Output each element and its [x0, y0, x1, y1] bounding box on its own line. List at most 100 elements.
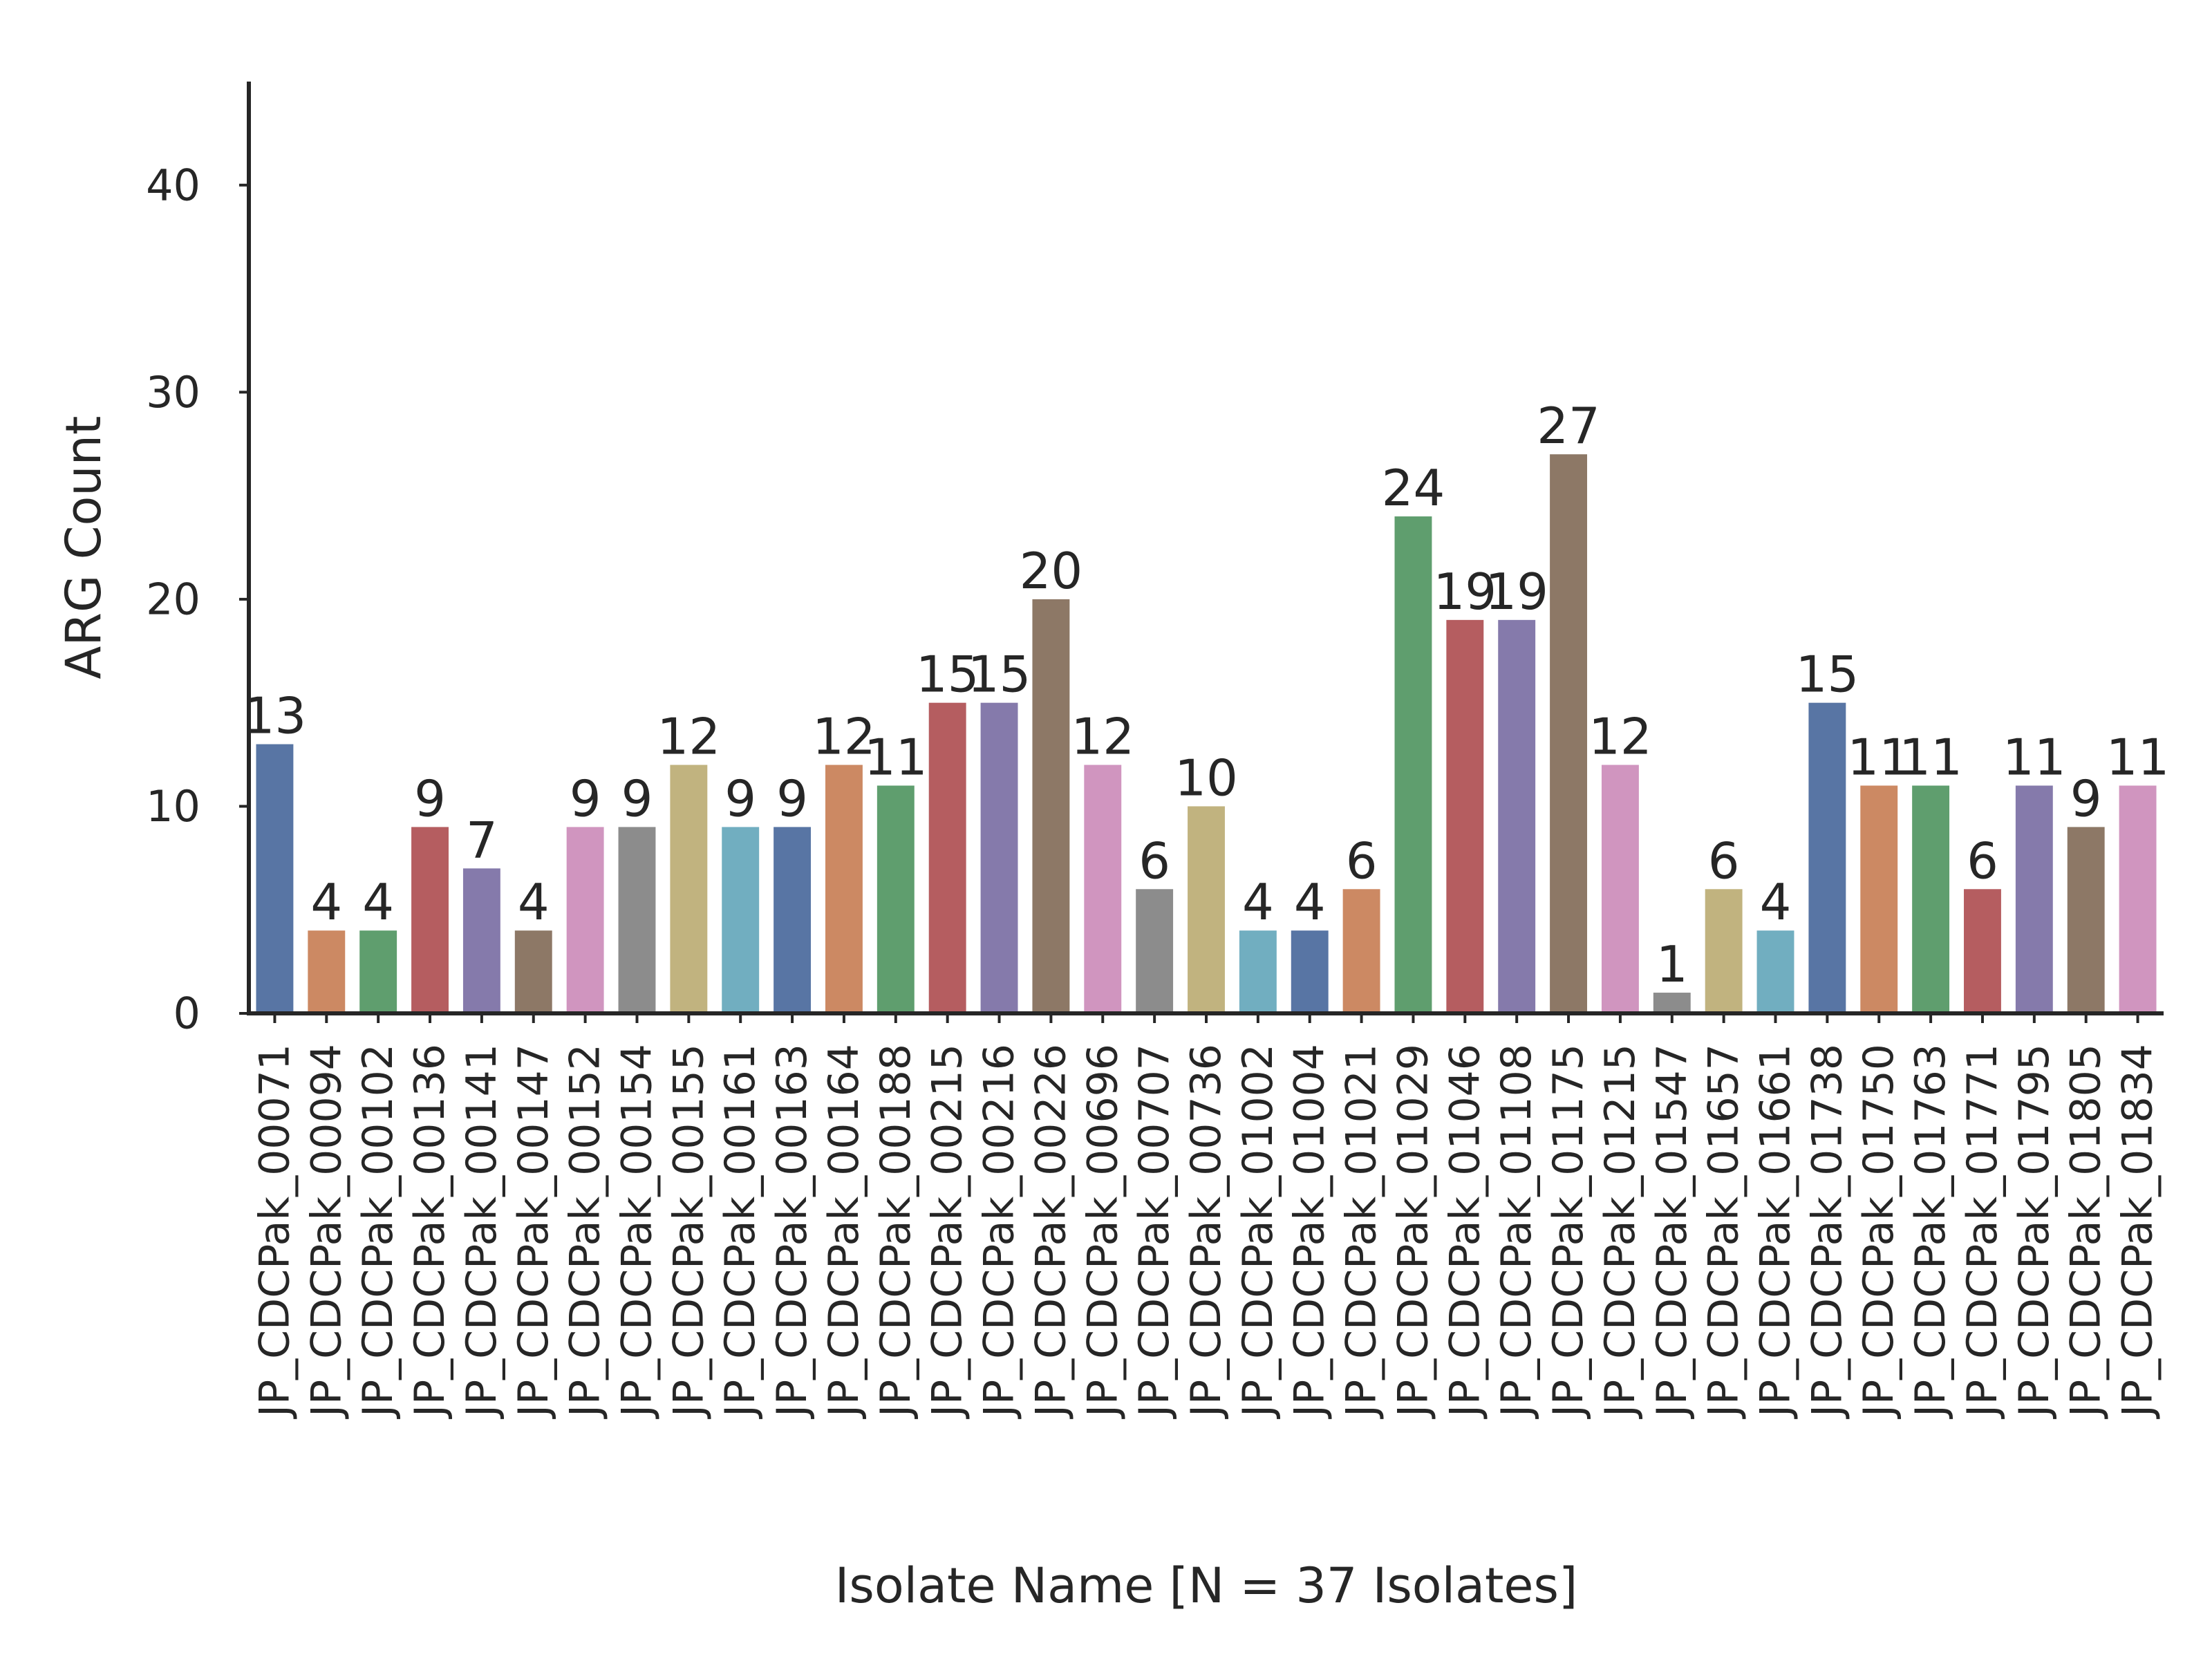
bar-value-label: 11 — [864, 728, 928, 786]
bar-value-label: 11 — [1899, 728, 1962, 786]
bar-value-label: 12 — [1588, 708, 1652, 766]
y-tick-label: 30 — [146, 367, 200, 418]
x-tick-label: JP_CDCPak_01834 — [2114, 1044, 2162, 1420]
bar — [1291, 930, 1329, 1013]
bar-value-label: 7 — [466, 811, 498, 869]
bar-value-label: 12 — [812, 708, 876, 766]
x-tick-label: JP_CDCPak_00154 — [612, 1044, 661, 1420]
bar-value-label: 20 — [1020, 542, 1083, 600]
bar — [618, 827, 656, 1013]
bar-value-label: 4 — [1294, 873, 1326, 931]
bar — [308, 930, 346, 1013]
bar — [2067, 827, 2105, 1013]
x-tick-label: JP_CDCPak_01661 — [1752, 1044, 1800, 1420]
bar — [980, 702, 1018, 1013]
x-tick-label: JP_CDCPak_00155 — [664, 1044, 713, 1420]
bar — [774, 827, 812, 1013]
bar — [1084, 765, 1122, 1013]
x-tick-label: JP_CDCPak_01108 — [1492, 1044, 1541, 1420]
bar — [1808, 702, 1846, 1013]
bar-value-label: 24 — [1382, 459, 1445, 517]
bar — [1756, 930, 1794, 1013]
bar-value-label: 15 — [968, 646, 1031, 704]
bar-value-label: 9 — [776, 769, 808, 827]
x-tick-label: JP_CDCPak_01805 — [2062, 1044, 2110, 1420]
bar — [566, 827, 604, 1013]
x-tick-label: JP_CDCPak_00094 — [302, 1044, 350, 1420]
x-tick-label: JP_CDCPak_00226 — [1027, 1044, 1075, 1420]
bar — [1912, 785, 1950, 1013]
bar — [928, 702, 966, 1013]
bar — [1498, 619, 1536, 1013]
bar — [1601, 765, 1639, 1013]
bar — [1550, 454, 1588, 1013]
x-tick-label: JP_CDCPak_00152 — [561, 1044, 610, 1420]
x-tick-label: JP_CDCPak_01004 — [1286, 1044, 1334, 1420]
bar — [670, 765, 708, 1013]
x-tick-label: JP_CDCPak_01795 — [2010, 1044, 2059, 1420]
bar-value-label: 19 — [1485, 563, 1548, 621]
bar — [1964, 889, 2001, 1013]
bar — [877, 785, 915, 1013]
x-tick-label: JP_CDCPak_00188 — [872, 1044, 920, 1420]
x-tick-label: JP_CDCPak_00161 — [716, 1044, 765, 1420]
x-tick-label: JP_CDCPak_01002 — [1234, 1044, 1282, 1420]
bar-value-label: 4 — [518, 873, 550, 931]
x-tick-label: JP_CDCPak_01763 — [1906, 1044, 1955, 1420]
x-tick-label: JP_CDCPak_01175 — [1544, 1044, 1593, 1420]
y-axis-title: ARG Count — [55, 416, 112, 679]
x-tick-label: JP_CDCPak_00147 — [509, 1044, 558, 1420]
bar-value-label: 19 — [1434, 563, 1497, 621]
bar — [1136, 889, 1174, 1013]
bar — [1860, 785, 1898, 1013]
bar — [1653, 993, 1691, 1013]
bar — [1239, 930, 1277, 1013]
y-tick-label: 20 — [146, 574, 200, 624]
x-tick-label: JP_CDCPak_01029 — [1389, 1044, 1437, 1420]
x-tick-label: JP_CDCPak_00215 — [924, 1044, 972, 1420]
x-tick-label: JP_CDCPak_00216 — [975, 1044, 1024, 1420]
y-tick-label: 0 — [174, 988, 200, 1039]
x-tick-label: JP_CDCPak_01738 — [1803, 1044, 1851, 1420]
bar-value-label: 12 — [657, 708, 721, 766]
bar — [2015, 785, 2053, 1013]
x-tick-label: JP_CDCPak_00736 — [1182, 1044, 1230, 1420]
x-tick-label: JP_CDCPak_01657 — [1700, 1044, 1748, 1420]
x-tick-label: JP_CDCPak_01021 — [1338, 1044, 1386, 1420]
bar-value-label: 1 — [1656, 935, 1688, 993]
bars — [256, 454, 2157, 1013]
x-tick-label: JP_CDCPak_01547 — [1648, 1044, 1696, 1420]
bar — [1032, 599, 1070, 1013]
bar-value-label: 4 — [1760, 873, 1792, 931]
bar-value-label: 6 — [1346, 832, 1378, 890]
x-tick-label: JP_CDCPak_00163 — [768, 1044, 816, 1420]
bar-value-label: 4 — [310, 873, 342, 931]
x-axis-ticks: JP_CDCPak_00071 JP_CDCPak_00094 JP_CDCPak_… — [250, 1013, 2162, 1420]
bar-value-label: 11 — [2003, 728, 2066, 786]
bar-value-label: 6 — [1138, 832, 1170, 890]
bar-value-label: 10 — [1174, 749, 1238, 807]
bar — [359, 930, 397, 1013]
bar — [1188, 806, 1225, 1013]
x-tick-label: JP_CDCPak_01771 — [1958, 1044, 2007, 1420]
bar — [411, 827, 449, 1013]
bar-value-label: 6 — [1967, 832, 1998, 890]
bar — [256, 744, 294, 1013]
x-tick-label: JP_CDCPak_00707 — [1130, 1044, 1179, 1420]
y-tick-label: 40 — [146, 160, 200, 210]
bar — [514, 930, 552, 1013]
bar — [722, 827, 760, 1013]
x-tick-label: JP_CDCPak_00164 — [820, 1044, 868, 1420]
x-tick-label: JP_CDCPak_00696 — [1078, 1044, 1127, 1420]
bar-value-label: 9 — [414, 769, 446, 827]
bar — [462, 868, 500, 1013]
bar-value-label: 27 — [1537, 397, 1600, 455]
y-axis-ticks: 0 10 20 30 40 — [146, 160, 249, 1039]
x-tick-label: JP_CDCPak_00071 — [250, 1044, 299, 1420]
x-tick-label: JP_CDCPak_01215 — [1596, 1044, 1644, 1420]
bar-value-label: 15 — [1796, 646, 1859, 704]
x-tick-label: JP_CDCPak_00136 — [406, 1044, 454, 1420]
bar-value-label: 15 — [916, 646, 980, 704]
bar-value-label: 4 — [1242, 873, 1274, 931]
